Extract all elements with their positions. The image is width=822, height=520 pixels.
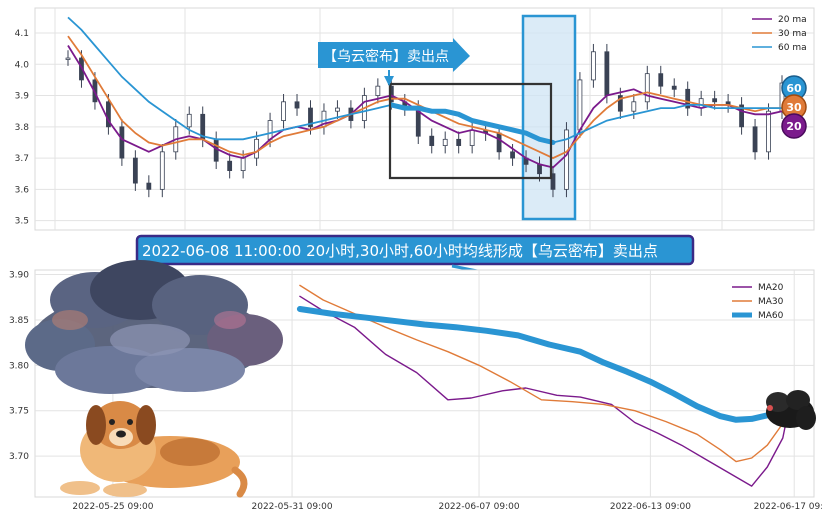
svg-text:20: 20: [786, 120, 802, 133]
ma60-highlight-segment: [388, 102, 556, 145]
candle-body: [712, 98, 718, 103]
candle-body: [106, 101, 111, 128]
candle-body: [335, 107, 340, 112]
top-panel: 3.5 3.6 3.7 3.8 3.9 4.0 4.1 【乌云密布】卖出点 20 ma 30…: [15, 7, 815, 231]
legend-ma30: 30 ma: [778, 29, 807, 39]
bottom-x-tick-label: 2022-06-17 09:00: [754, 502, 822, 512]
top-line-20-ma: [67, 45, 783, 169]
signal-banner: 2022-06-08 11:00:00 20小时,30小时,60小时均线形成【乌…: [135, 234, 695, 285]
bottom-ma-lines: [296, 284, 794, 487]
candle-body: [685, 88, 691, 109]
small-dark-cloud-icon: [766, 390, 816, 430]
bottom-x-tick-label: 2022-06-13 09:00: [610, 502, 691, 512]
top-y-tick-label: 3.9: [15, 92, 30, 102]
candle-body: [281, 101, 286, 121]
legend-ma60: 60 ma: [778, 43, 807, 53]
bottom-y-tick-label: 3.90: [9, 271, 29, 281]
bottom-line-MA20: [299, 295, 792, 487]
arrow-label: 【乌云密布】卖出点: [323, 48, 449, 65]
candle-body: [658, 73, 664, 87]
candle-body: [631, 101, 637, 112]
candle-body: [159, 151, 165, 190]
top-y-tick-label: 3.7: [15, 154, 29, 164]
bottom-x-tick-label: 2022-05-31 09:00: [252, 502, 333, 512]
moving-average-lines: [67, 16, 783, 169]
bottom-y-ticks: 3.70 3.75 3.80 3.85 3.90: [9, 271, 29, 463]
candle-body: [294, 101, 300, 109]
top-legend: 20 ma 30 ma 60 ma: [752, 15, 807, 53]
bottom-x-tick-label: 2022-05-25 09:00: [72, 502, 153, 512]
svg-text:60: 60: [786, 82, 802, 95]
top-y-tick-label: 3.5: [15, 217, 29, 227]
bottom-x-ticks: 2022-05-25 09:00 2022-05-31 09:00 2022-06-…: [72, 502, 822, 512]
top-grid: [35, 8, 814, 230]
candle-body: [456, 138, 462, 146]
candle-body: [442, 138, 448, 146]
bottom-legend: MA20 MA30 MA60: [732, 283, 784, 321]
candle-body: [469, 129, 475, 146]
candle-body: [590, 51, 596, 81]
candle-body: [186, 113, 192, 128]
storm-cloud-icon: [25, 260, 283, 394]
bottom-y-tick-label: 3.70: [9, 452, 29, 462]
legend-bottom-ma30: MA30: [758, 297, 784, 307]
candle-body: [227, 160, 233, 171]
candle-body: [132, 157, 138, 184]
bottom-line-MA30: [299, 284, 792, 463]
candle-body: [308, 107, 313, 128]
top-y-tick-label: 3.8: [15, 123, 30, 133]
candle-body: [671, 85, 677, 90]
top-y-ticks: 3.5 3.6 3.7 3.8 3.9 4.0 4.1: [15, 29, 30, 227]
top-y-tick-label: 4.0: [15, 60, 30, 70]
candle-body: [739, 104, 744, 128]
candle-body: [119, 126, 125, 159]
candle-body: [644, 73, 650, 103]
sell-point-arrow: 【乌云密布】卖出点: [318, 38, 470, 86]
candle-body: [267, 120, 273, 140]
candle-body: [146, 182, 152, 190]
candle-body: [604, 51, 610, 96]
bottom-y-tick-label: 3.75: [9, 407, 29, 417]
ma-badges: 60 30 20: [781, 75, 807, 139]
bottom-y-tick-label: 3.80: [9, 361, 29, 371]
top-plot-frame: [34, 7, 815, 231]
badge-20: [781, 113, 807, 139]
candle-body: [617, 95, 623, 112]
candle-body: [698, 98, 704, 109]
candle-body: [537, 163, 542, 175]
svg-text:30: 30: [786, 101, 802, 114]
bottom-line-MA60: [296, 306, 794, 423]
cloud-pattern-box: [388, 82, 553, 180]
arrow-shape: [318, 38, 470, 72]
candle-body: [375, 85, 381, 96]
dog-icon: [60, 401, 248, 498]
candle-body: [429, 135, 435, 146]
top-y-tick-label: 4.1: [15, 29, 29, 39]
bottom-y-tick-label: 3.85: [9, 316, 29, 326]
candle-body: [752, 126, 758, 153]
banner-text: 2022-06-08 11:00:00 20小时,30小时,60小时均线形成【乌…: [142, 242, 658, 260]
banner-box: [135, 234, 695, 266]
candle-body: [254, 138, 260, 159]
candle-body: [577, 79, 583, 131]
legend-bottom-ma60: MA60: [758, 311, 784, 321]
candle-body: [65, 57, 71, 60]
candle-body: [510, 151, 515, 159]
legend-ma20: 20 ma: [778, 15, 807, 25]
bottom-x-tick-label: 2022-06-07 09:00: [438, 502, 519, 512]
legend-bottom-ma20: MA20: [758, 283, 784, 293]
candle-body: [564, 129, 569, 190]
top-y-tick-label: 3.6: [15, 185, 30, 195]
candle-body: [550, 173, 556, 190]
candle-body: [496, 132, 502, 153]
candle-body: [240, 157, 246, 171]
candle-body: [766, 110, 771, 153]
